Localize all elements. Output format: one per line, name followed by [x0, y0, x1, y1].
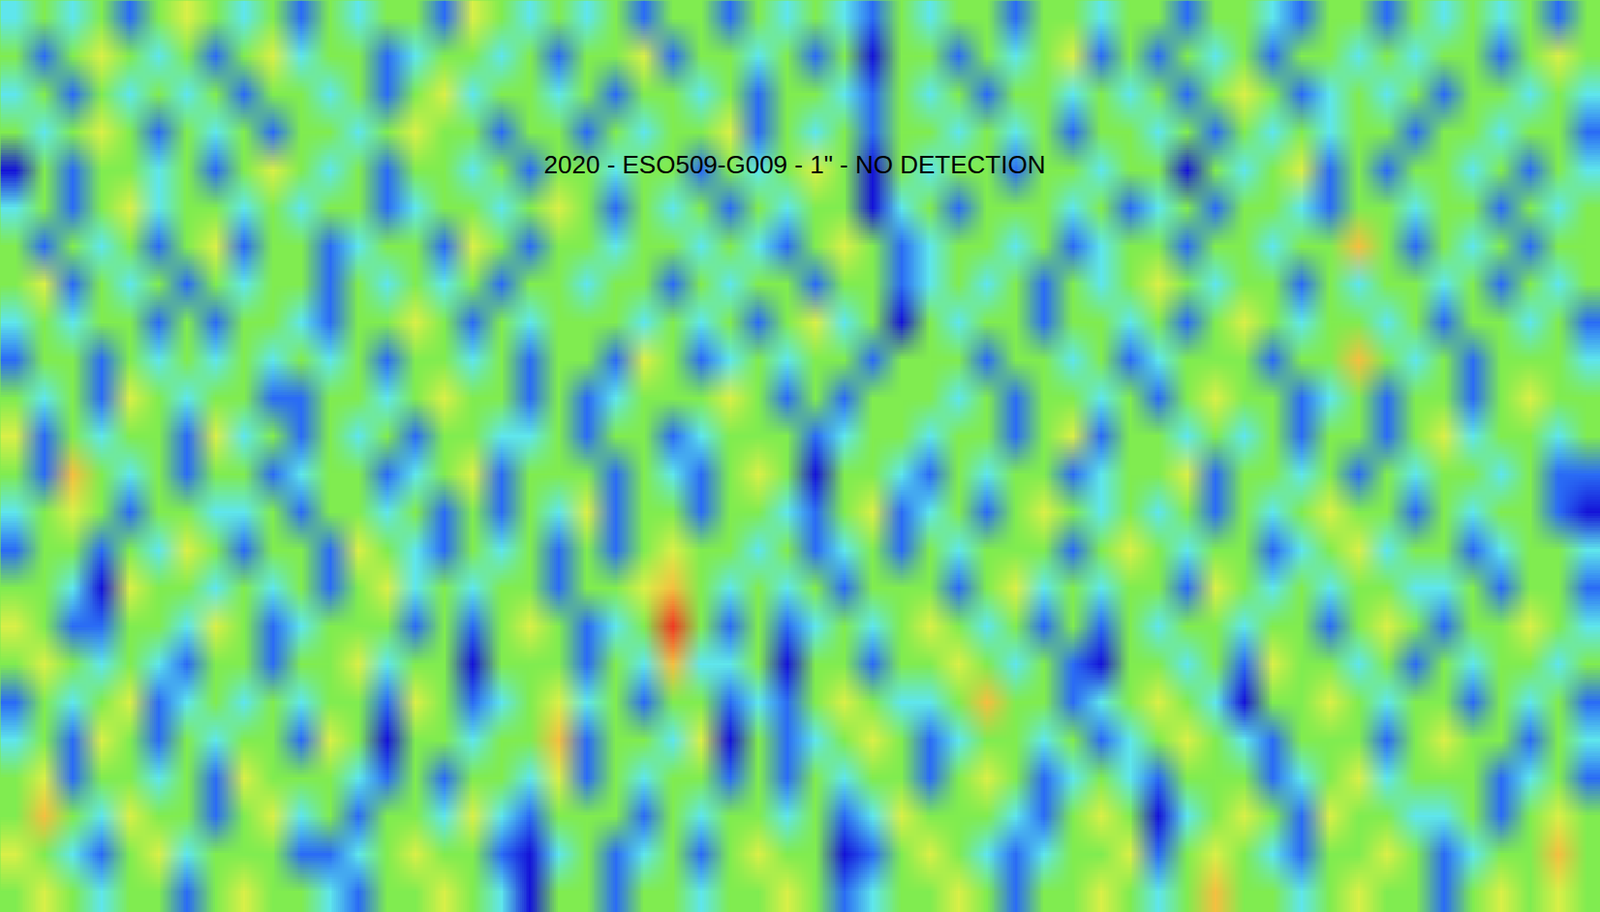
- svg-text:2020 - ESO509-G009 - 1" - NO D: 2020 - ESO509-G009 - 1" - NO DETECTION: [544, 150, 1047, 180]
